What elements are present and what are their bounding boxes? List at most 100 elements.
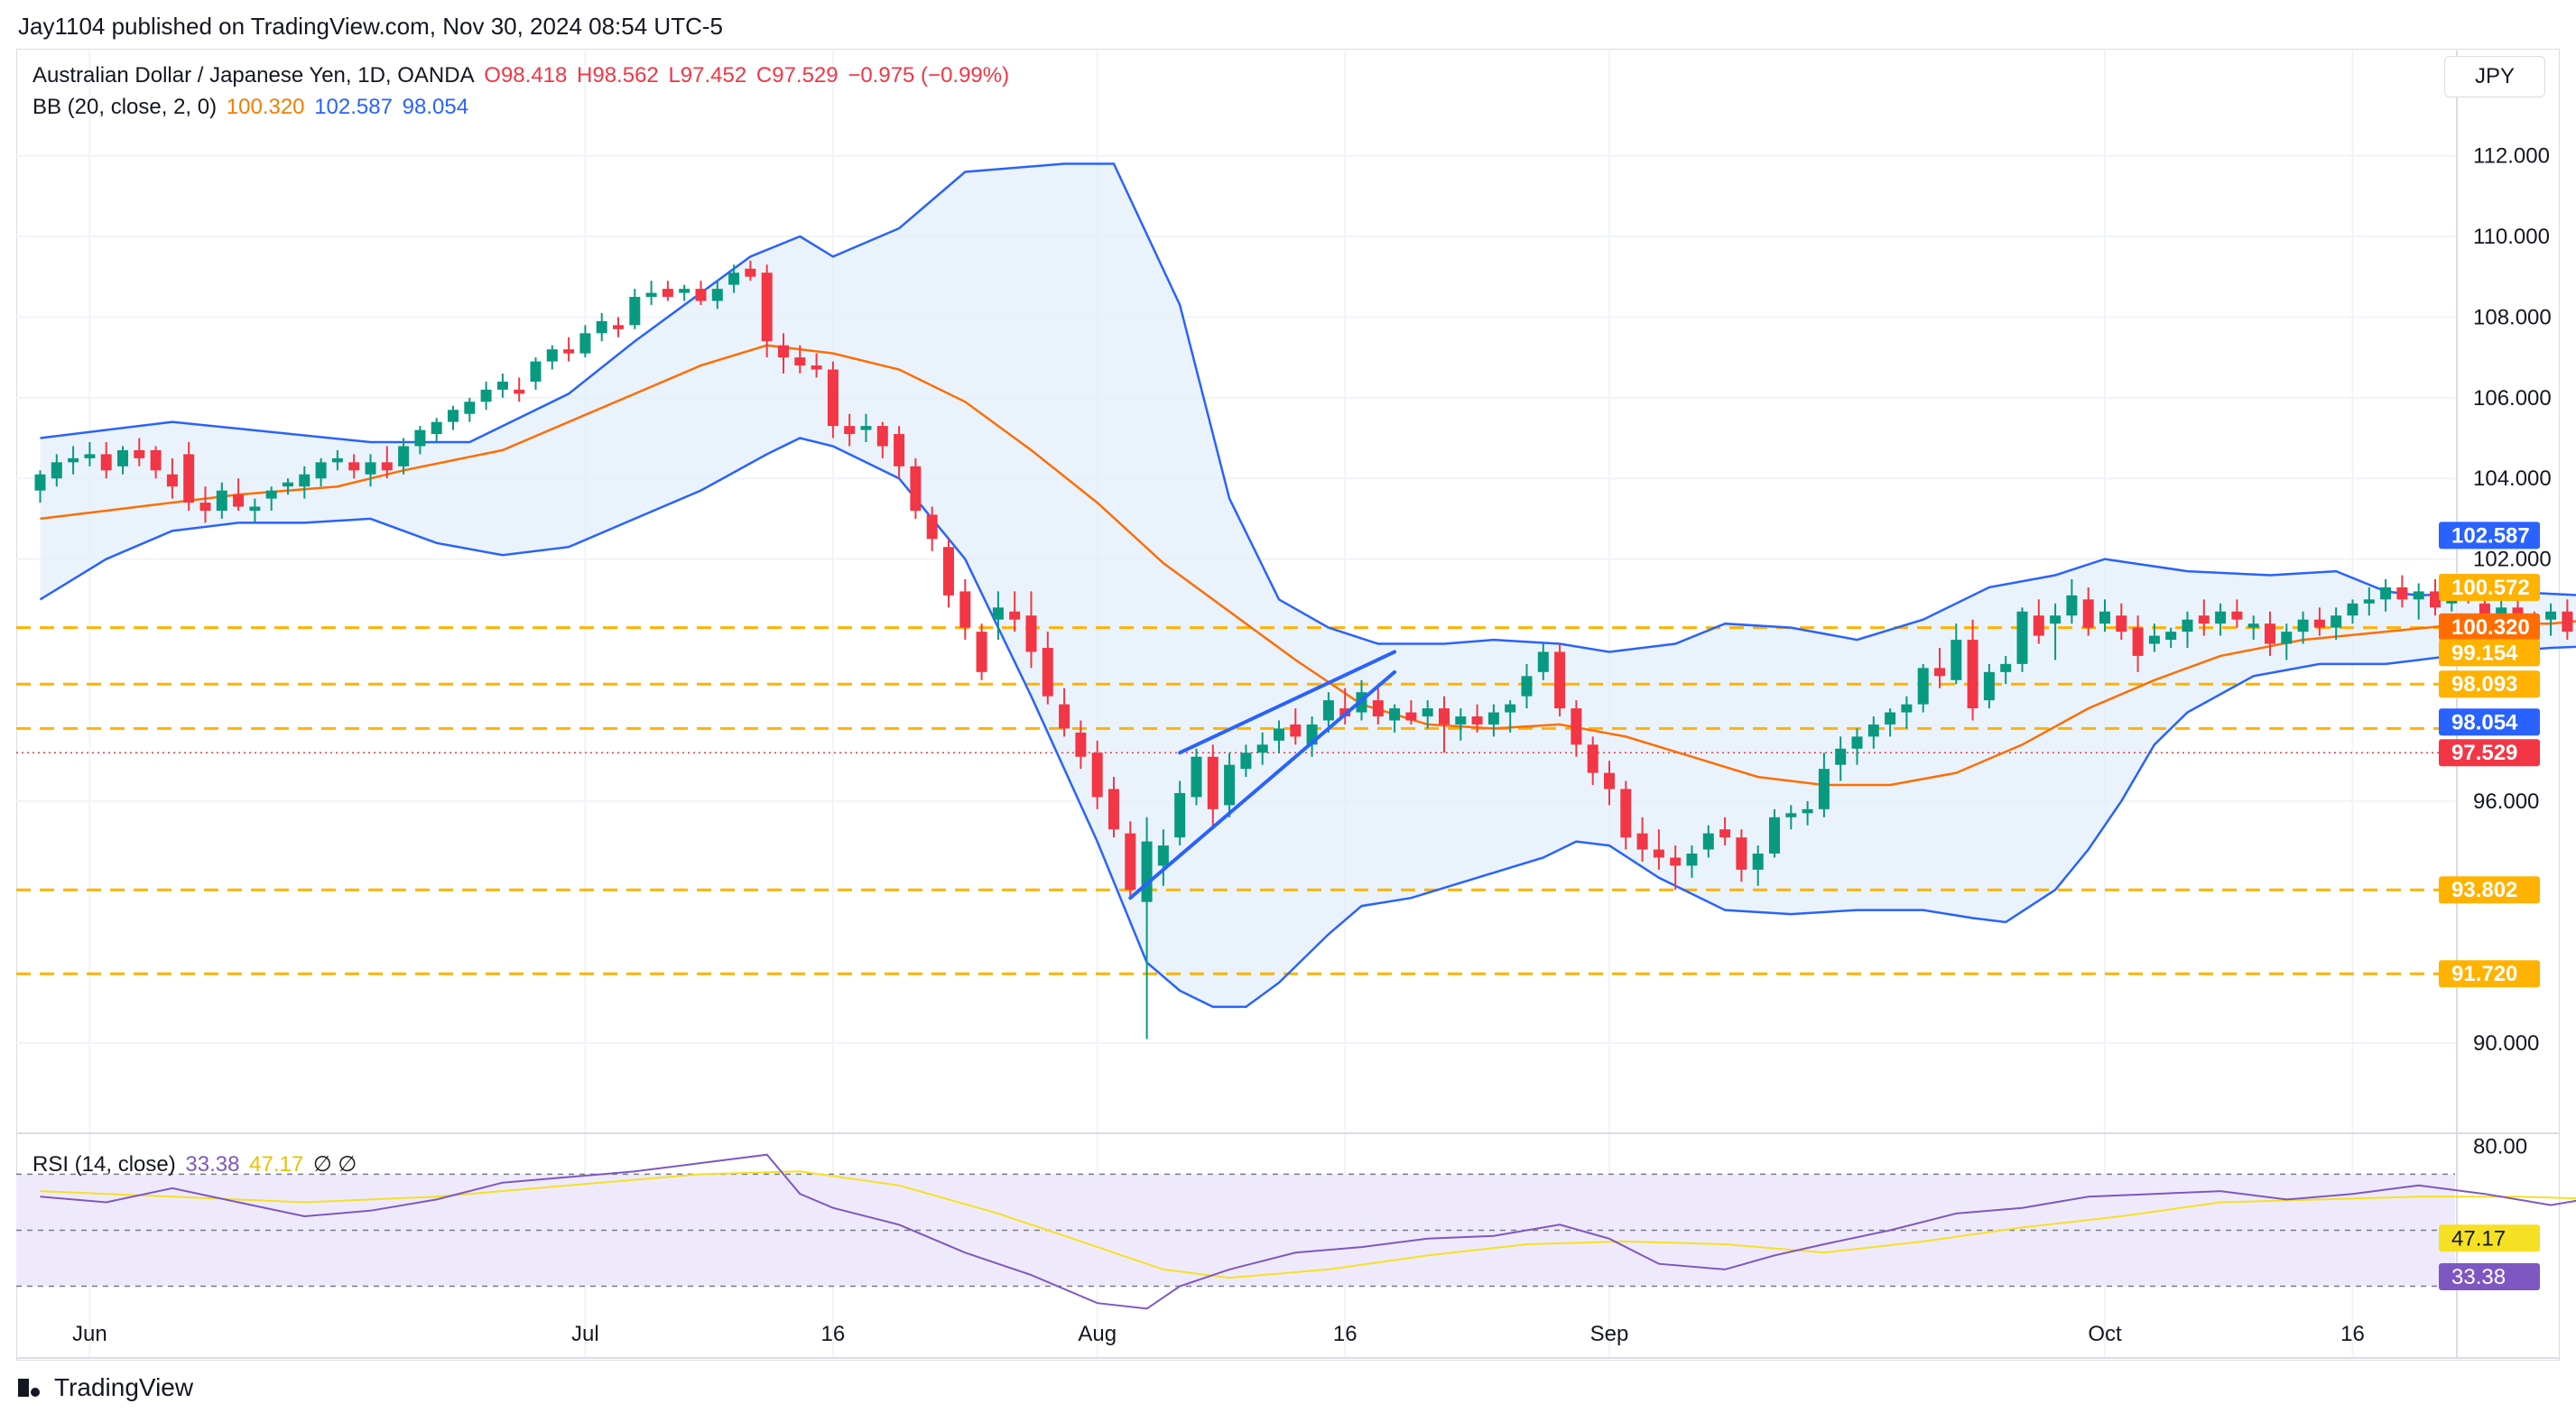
- candle-body: [745, 268, 756, 277]
- candle-body: [2182, 619, 2193, 633]
- price-tick-label: 90.000: [2473, 1031, 2539, 1056]
- candle-body: [331, 457, 343, 463]
- symbol-label[interactable]: Australian Dollar / Japanese Yen, 1D, OA…: [32, 63, 475, 88]
- price-label-box: [2439, 613, 2540, 641]
- candle-body: [1835, 748, 1847, 765]
- candle-body: [1785, 813, 1797, 817]
- rsi-value: 33.38: [185, 1152, 240, 1177]
- candle-body: [1802, 808, 1813, 814]
- candle-body: [431, 421, 442, 435]
- price-tick-label: 108.000: [2473, 305, 2552, 329]
- currency-button[interactable]: JPY: [2444, 56, 2545, 97]
- candle-body: [299, 474, 310, 487]
- candle-body: [1157, 845, 1169, 866]
- rsi-extra: ∅ ∅: [312, 1152, 357, 1177]
- candle-body: [1934, 668, 1945, 677]
- candle-body: [1851, 736, 1863, 749]
- candle-body: [2116, 615, 2127, 633]
- rsi-ma-value: 47.17: [249, 1152, 304, 1177]
- bb-upper-value: 102.587: [314, 95, 393, 119]
- price-tick-label: 106.000: [2473, 386, 2552, 411]
- candle-body: [2132, 627, 2144, 656]
- price-label-text: 99.154: [2451, 641, 2518, 665]
- candle-body: [728, 272, 740, 285]
- candle-body: [876, 426, 888, 447]
- rsi-value-box: [2439, 1263, 2540, 1291]
- candle-body: [216, 490, 227, 511]
- rsi-line: [40, 1153, 2576, 1310]
- rsi-tick-label: 80.00: [2473, 1134, 2527, 1159]
- candle-body: [1505, 704, 1516, 713]
- price-label-text: 100.572: [2451, 576, 2530, 600]
- candle-body: [1571, 708, 1582, 745]
- rsi-label[interactable]: RSI (14, close): [32, 1152, 176, 1177]
- price-label-box: [2439, 708, 2540, 736]
- candle-body: [1487, 712, 1499, 725]
- candle-body: [1322, 700, 1334, 721]
- candle-body: [514, 389, 525, 394]
- candle-body: [943, 547, 954, 596]
- candle-body: [645, 292, 657, 298]
- candle-body: [381, 462, 393, 471]
- low-value: L97.452: [668, 63, 747, 88]
- candle-body: [2247, 623, 2259, 628]
- candle-body: [811, 365, 822, 370]
- candle-body: [1042, 648, 1053, 697]
- candle-body: [1091, 753, 1103, 798]
- candle-body: [1240, 753, 1252, 770]
- candle-body: [1636, 833, 1648, 850]
- candle-body: [662, 289, 673, 298]
- candle-body: [695, 289, 707, 301]
- time-tick-label: 16: [821, 1322, 846, 1346]
- candle-body: [613, 325, 624, 329]
- candle-body: [2066, 595, 2078, 616]
- candle-body: [2000, 663, 2012, 672]
- candle-body: [249, 506, 261, 511]
- candle-body: [976, 632, 987, 672]
- candle-body: [860, 426, 872, 430]
- candle-body: [1025, 615, 1037, 652]
- candle-body: [1951, 640, 1962, 680]
- candle-body: [2297, 619, 2309, 633]
- candle-body: [464, 402, 476, 414]
- candle-body: [480, 389, 492, 402]
- candle-body: [1256, 744, 1268, 753]
- bb-legend: BB (20, close, 2, 0) 100.320 102.587 98.…: [32, 95, 472, 120]
- time-tick-label: Sep: [1590, 1322, 1629, 1346]
- candle-body: [315, 462, 327, 479]
- price-label-text: 97.529: [2451, 741, 2517, 765]
- candle-body: [926, 514, 938, 540]
- price-label-box: [2439, 522, 2540, 549]
- candle-body: [1141, 841, 1153, 902]
- candle-body: [1207, 756, 1219, 809]
- candle-body: [1439, 708, 1450, 725]
- candle-body: [496, 381, 508, 390]
- candle-body: [679, 289, 690, 293]
- candle-body: [530, 361, 542, 382]
- candle-body: [283, 482, 293, 487]
- candle-body: [910, 466, 922, 511]
- candle-body: [778, 345, 789, 358]
- candle-body: [2545, 611, 2557, 620]
- time-tick-label: Oct: [2088, 1322, 2122, 1346]
- candle-body: [827, 369, 839, 427]
- bb-label[interactable]: BB (20, close, 2, 0): [32, 95, 218, 119]
- close-value: C97.529: [755, 63, 839, 88]
- candle-body: [1191, 756, 1202, 798]
- candle-body: [2082, 599, 2094, 628]
- time-tick-label: Jul: [571, 1322, 599, 1346]
- candle-body: [68, 457, 79, 463]
- chart-frame: [16, 49, 2560, 1361]
- candle-body: [1620, 789, 1632, 838]
- price-tick-label: 96.000: [2473, 789, 2539, 814]
- open-value: O98.418: [484, 63, 568, 88]
- candle-body: [1719, 829, 1731, 838]
- candle-body: [84, 454, 96, 458]
- candle-body: [100, 454, 112, 471]
- price-tick-label: 102.000: [2473, 548, 2552, 572]
- candle-body: [2363, 599, 2375, 604]
- channel-trendline: [1178, 650, 1397, 755]
- footer-logo[interactable]: TradingView: [18, 1373, 193, 1402]
- candle-body: [2396, 586, 2408, 600]
